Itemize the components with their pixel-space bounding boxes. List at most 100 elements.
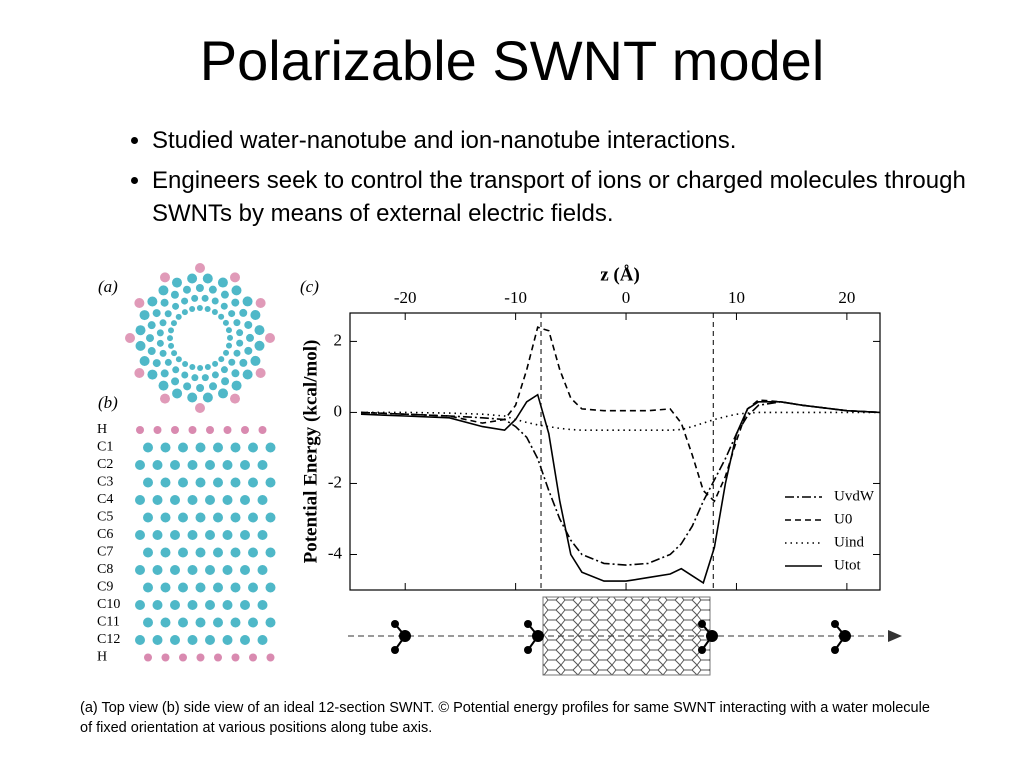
atom [152,565,163,575]
atom [160,512,171,523]
atom [213,442,223,453]
atom [231,653,240,662]
atom [202,392,213,403]
atom [195,547,206,558]
atom [231,380,242,391]
atom [230,512,241,523]
nanotube-side-view: H C1 C2 C3 C4 C5 C6 C7 C8 C9 C10 C11 C12 H [97,422,276,665]
atom [195,403,205,413]
atom [222,565,233,575]
atom [222,635,233,645]
atom [239,358,248,367]
atom [222,530,233,540]
atom [201,294,209,302]
atom [181,297,189,305]
atom [171,426,179,434]
atom [134,298,145,308]
atom [187,392,198,403]
atom [255,368,266,378]
atom [240,495,250,505]
atom [240,530,250,540]
atom [170,565,180,575]
hydrogen [698,646,706,654]
atom-label: C7 [97,545,113,560]
atom [230,582,241,593]
atom [187,495,198,505]
atom-label: C10 [97,597,120,612]
atom [182,361,189,368]
atom-label: C8 [97,562,113,577]
atom [230,393,240,404]
hydrogen [524,646,532,654]
atom [182,285,191,294]
series-line [360,393,881,585]
atom [254,325,265,336]
atom [218,388,229,399]
atom [179,653,187,662]
atom-label: H [97,422,107,437]
atom [195,442,206,453]
atom [231,369,240,378]
atom [135,530,145,540]
atom [191,294,199,302]
atom [195,263,205,273]
atom [195,512,206,523]
atom [160,582,171,593]
atom [195,617,206,628]
atom [223,426,232,434]
atom [191,374,199,382]
atom [213,617,223,628]
panel-label: (c) [300,277,319,296]
atom [183,382,192,391]
atom [240,565,250,575]
hydrogen [831,646,839,654]
atom [158,380,169,391]
panel-label: (a) [98,277,118,296]
atom [152,495,163,505]
y-tick-label: -2 [328,472,342,491]
atom [135,635,145,645]
water-molecules [391,620,851,654]
atom [152,359,161,368]
atom [156,339,164,347]
atom [258,426,267,434]
atom [143,512,153,523]
x-tick-label: -20 [394,288,417,307]
atom [160,477,171,488]
atom [248,477,258,488]
atom [222,600,233,610]
atom [228,310,236,318]
atom [208,285,217,294]
atom [265,333,275,343]
atom [196,383,205,392]
legend-label: Uind [834,534,865,550]
atom [147,321,156,330]
atom [172,302,180,310]
atom [248,547,258,558]
atom [236,329,244,337]
atom [257,565,268,575]
x-tick-label: -10 [504,288,527,307]
atom [156,329,164,337]
atom [230,477,241,488]
atom [248,442,258,453]
y-tick-label: 2 [334,330,343,349]
atom [159,319,167,327]
plot-frame [349,312,881,591]
atom-label: C11 [97,615,120,630]
bullet-list: Studied water-nanotube and ion-nanotube … [112,124,1012,237]
atom [257,635,268,645]
atom [211,308,218,315]
atom [257,495,268,505]
atom [242,296,253,307]
atom [225,327,232,334]
atom [135,600,145,610]
atom [230,442,241,453]
atom [218,313,225,320]
atom [153,426,162,434]
slide-title: Polarizable SWNT model [199,29,825,92]
atom [211,297,219,305]
atom-label: C12 [97,632,120,647]
atom [143,617,153,628]
